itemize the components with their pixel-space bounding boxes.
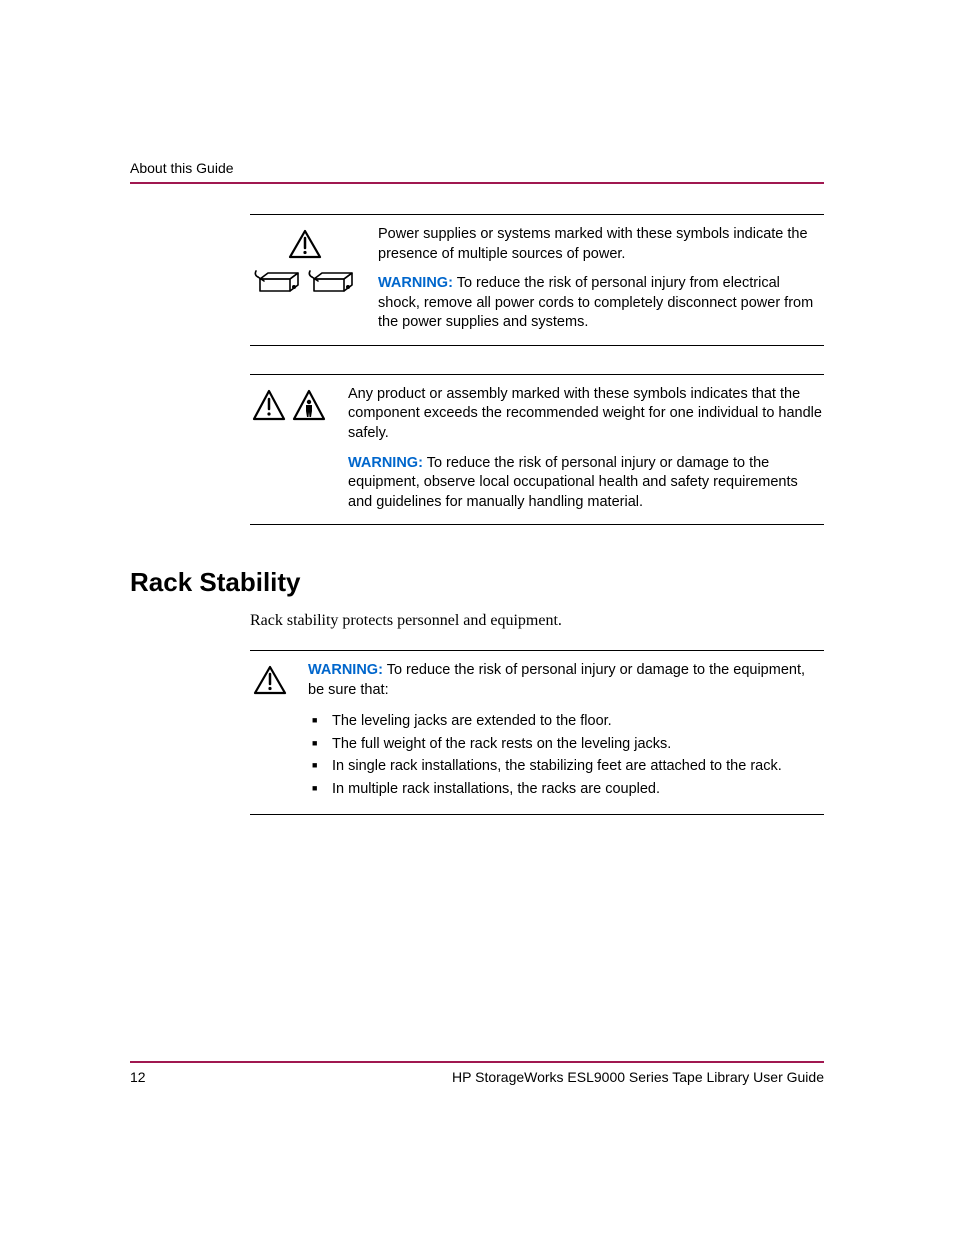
- power-warning-text: WARNING: To reduce the risk of personal …: [378, 274, 824, 333]
- section-intro-text: Rack stability protects personnel and eq…: [250, 612, 824, 630]
- power-symbols-icon: [250, 225, 360, 299]
- warning-triangle-icon: [250, 661, 290, 695]
- header-rule: [130, 182, 824, 184]
- footer-doc-title: HP StorageWorks ESL9000 Series Tape Libr…: [452, 1069, 824, 1085]
- header-label: About this Guide: [130, 160, 824, 176]
- weight-block-text: Any product or assembly marked with thes…: [348, 385, 824, 512]
- weight-symbols-icon: [250, 385, 330, 423]
- safety-block-weight: Any product or assembly marked with thes…: [250, 374, 824, 525]
- weight-warning-text: WARNING: To reduce the risk of personal …: [348, 454, 824, 513]
- list-item: In multiple rack installations, the rack…: [308, 778, 824, 800]
- page-header: About this Guide: [130, 160, 824, 184]
- page-footer: 12 HP StorageWorks ESL9000 Series Tape L…: [130, 1061, 824, 1085]
- warning-label: WARNING:: [308, 662, 383, 678]
- safety-block-power: Power supplies or systems marked with th…: [250, 214, 824, 346]
- rack-block-text: WARNING: To reduce the risk of personal …: [308, 661, 824, 800]
- power-intro-text: Power supplies or systems marked with th…: [378, 225, 824, 264]
- page-number: 12: [130, 1069, 146, 1085]
- rack-warning-text: WARNING: To reduce the risk of personal …: [308, 661, 824, 700]
- rack-bullet-list: The leveling jacks are extended to the f…: [308, 710, 824, 800]
- list-item: The leveling jacks are extended to the f…: [308, 710, 824, 732]
- warning-label: WARNING:: [378, 275, 453, 291]
- section-heading-rack-stability: Rack Stability: [130, 567, 824, 598]
- rack-warning-body: To reduce the risk of personal injury or…: [308, 662, 805, 698]
- weight-intro-text: Any product or assembly marked with thes…: [348, 385, 824, 444]
- safety-block-rack: WARNING: To reduce the risk of personal …: [250, 650, 824, 815]
- footer-rule: [130, 1061, 824, 1063]
- list-item: The full weight of the rack rests on the…: [308, 733, 824, 755]
- list-item: In single rack installations, the stabil…: [308, 755, 824, 777]
- warning-label: WARNING:: [348, 455, 423, 471]
- power-block-text: Power supplies or systems marked with th…: [378, 225, 824, 333]
